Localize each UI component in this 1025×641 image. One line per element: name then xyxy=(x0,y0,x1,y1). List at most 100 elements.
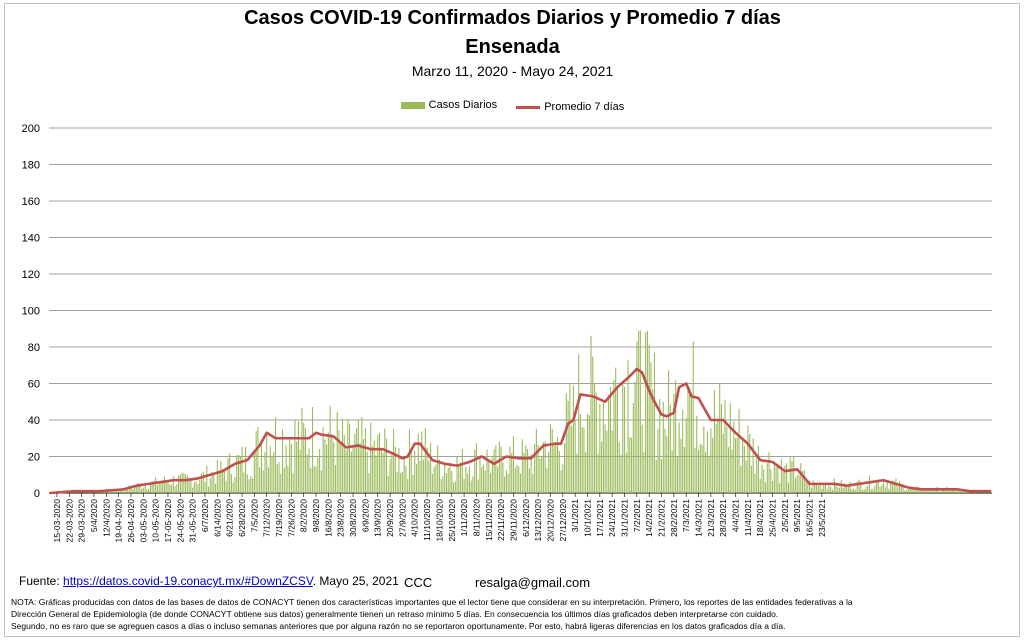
bar xyxy=(632,403,634,493)
bar xyxy=(595,392,597,493)
bar xyxy=(438,459,440,493)
bar xyxy=(213,475,215,493)
y-tick-label: 20 xyxy=(28,452,40,464)
bar xyxy=(285,445,287,493)
bar xyxy=(636,341,638,493)
bar xyxy=(955,489,957,493)
bar xyxy=(604,424,606,493)
bar xyxy=(445,473,448,493)
bar xyxy=(914,487,916,493)
bar xyxy=(562,464,564,493)
bar xyxy=(683,446,685,493)
bar xyxy=(817,485,819,493)
bar xyxy=(891,480,893,493)
bar xyxy=(486,449,488,493)
bar xyxy=(766,463,768,493)
bar xyxy=(144,484,146,493)
bar xyxy=(463,478,465,493)
x-tick-label: 2/5/2021 xyxy=(780,499,790,532)
bar xyxy=(458,466,460,493)
bar xyxy=(532,473,534,493)
bar xyxy=(142,487,144,493)
source-link[interactable]: https://datos.covid-19.conacyt.mx/#DownZ… xyxy=(63,574,313,588)
bar xyxy=(807,483,809,493)
bar xyxy=(830,486,832,493)
x-tick-label: 25/4/2021 xyxy=(768,499,778,537)
bar xyxy=(699,443,701,493)
bar xyxy=(921,490,923,493)
bar xyxy=(241,446,243,493)
bar xyxy=(126,489,128,493)
bar xyxy=(565,393,567,493)
bar xyxy=(334,465,336,493)
bar xyxy=(133,485,136,493)
bar xyxy=(942,490,945,493)
bar xyxy=(185,474,187,493)
bar xyxy=(539,458,541,493)
bar xyxy=(844,483,846,493)
x-tick-label: 8/11/2020 xyxy=(471,499,481,536)
bar xyxy=(155,476,157,493)
bar xyxy=(481,466,483,493)
author-email: resalga@gmail.com xyxy=(475,575,591,590)
bar xyxy=(357,419,359,493)
y-tick-label: 140 xyxy=(22,233,40,245)
bar xyxy=(724,399,726,493)
x-tick-label: 7/26/2020 xyxy=(286,499,296,537)
bar xyxy=(419,460,421,493)
bar xyxy=(648,344,650,493)
bar xyxy=(292,473,294,493)
bar xyxy=(932,490,934,493)
x-tick-label: 30/8/2020 xyxy=(348,499,358,537)
x-tick-label: 7/3/2021 xyxy=(681,499,691,532)
bar xyxy=(255,431,257,493)
bar xyxy=(527,448,529,493)
bar xyxy=(840,480,842,493)
bar xyxy=(158,483,160,493)
bar xyxy=(479,455,481,493)
note-line-1: NOTA: Gráficas producidas con datos de l… xyxy=(11,597,853,607)
bar xyxy=(139,483,141,493)
bar xyxy=(590,335,592,493)
bar xyxy=(978,492,980,493)
bar xyxy=(209,478,211,493)
bar xyxy=(297,421,299,493)
x-tick-label: 6/7/2020 xyxy=(200,499,210,532)
bar xyxy=(181,472,183,493)
bar xyxy=(259,467,261,493)
bar xyxy=(793,456,795,493)
x-tick-label: 16/5/2021 xyxy=(805,499,815,537)
bar xyxy=(639,330,641,493)
bar xyxy=(415,463,418,493)
bar xyxy=(756,457,758,493)
bar xyxy=(364,428,366,493)
bar xyxy=(886,481,888,493)
bar xyxy=(733,421,735,493)
bar xyxy=(243,472,245,493)
bar xyxy=(772,480,774,493)
bar xyxy=(831,489,834,493)
bar xyxy=(909,487,911,493)
bar xyxy=(236,455,238,493)
bar xyxy=(405,465,407,493)
bar xyxy=(868,475,871,493)
bar xyxy=(972,492,975,493)
y-tick-label: 160 xyxy=(22,196,40,208)
bar xyxy=(888,488,890,493)
bar xyxy=(911,486,913,493)
bar xyxy=(553,442,555,493)
bar xyxy=(514,468,516,493)
x-tick-label: 20/9/2020 xyxy=(385,499,395,537)
bar xyxy=(898,480,901,493)
bar xyxy=(317,457,319,493)
bar xyxy=(930,489,932,493)
bar xyxy=(779,483,781,493)
bar xyxy=(593,382,596,493)
bar xyxy=(907,488,909,493)
x-tick-label: 20/12/2020 xyxy=(545,499,555,542)
x-tick-label: 28/3/2021 xyxy=(718,499,728,537)
bar xyxy=(482,464,485,493)
bar xyxy=(622,384,624,493)
bar xyxy=(336,411,338,493)
x-tick-label: 5/4/2020 xyxy=(89,499,99,532)
